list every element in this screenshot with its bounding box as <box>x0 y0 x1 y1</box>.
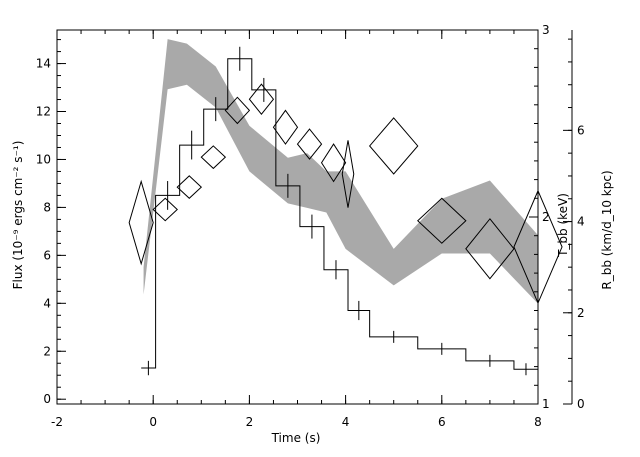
x-tick-label-4: 6 <box>438 415 446 429</box>
radius-band-layer <box>143 39 538 304</box>
temperature-points-layer <box>128 83 563 305</box>
flux-tick-label-3: 6 <box>43 248 51 262</box>
temperature-diamond-12 <box>465 218 515 280</box>
x-tick-label-2: 2 <box>246 415 254 429</box>
x-tick-label-1: 0 <box>149 415 157 429</box>
x-tick-label-5: 8 <box>534 415 542 429</box>
flux-tick-label-4: 8 <box>43 200 51 214</box>
flux-tick-label-2: 4 <box>43 296 51 310</box>
x-axis-title: Time (s) <box>271 431 321 445</box>
temperature-diamond-5 <box>248 83 275 115</box>
flux-tick-label-5: 10 <box>36 152 51 166</box>
x-tick-label-0: -2 <box>51 415 63 429</box>
radius-axis-title: R_bb (km/d_10 kpc) <box>600 170 614 289</box>
flux-tick-label-7: 14 <box>36 57 51 71</box>
temperature-diamond-7 <box>296 128 323 160</box>
radius-band <box>143 39 538 304</box>
flux-tick-label-6: 12 <box>36 105 51 119</box>
radius-tick-label-2: 4 <box>577 215 585 229</box>
flux-tick-label-0: 0 <box>43 392 51 406</box>
radius-tick-label-3: 6 <box>577 123 585 137</box>
temperature-diamond-2 <box>176 175 203 199</box>
flux-histogram-layer <box>141 46 538 376</box>
temperature-diamond-10 <box>368 117 419 175</box>
temperature-diamond-3 <box>200 145 227 170</box>
temperature-tick-label-2: 3 <box>542 23 550 37</box>
temperature-tick-label-0: 1 <box>542 397 550 411</box>
temperature-diamond-8 <box>320 143 347 183</box>
temperature-diamond-1 <box>152 197 178 222</box>
temperature-diamond-11 <box>417 197 467 244</box>
temperature-tick-label-1: 2 <box>542 210 550 224</box>
temperature-diamond-0 <box>128 179 154 266</box>
radius-tick-label-0: 0 <box>577 397 585 411</box>
temperature-diamond-9 <box>341 140 355 208</box>
x-tick-label-3: 4 <box>342 415 350 429</box>
flux-axis-title: Flux (10⁻⁹ ergs cm⁻² s⁻¹) <box>11 141 25 290</box>
flux-tick-label-1: 2 <box>43 344 51 358</box>
radius-tick-label-1: 2 <box>577 306 585 320</box>
temperature-diamond-4 <box>224 96 251 125</box>
temperature-axis-title: T_bb (keV) <box>556 193 570 258</box>
temperature-diamond-6 <box>272 109 299 145</box>
